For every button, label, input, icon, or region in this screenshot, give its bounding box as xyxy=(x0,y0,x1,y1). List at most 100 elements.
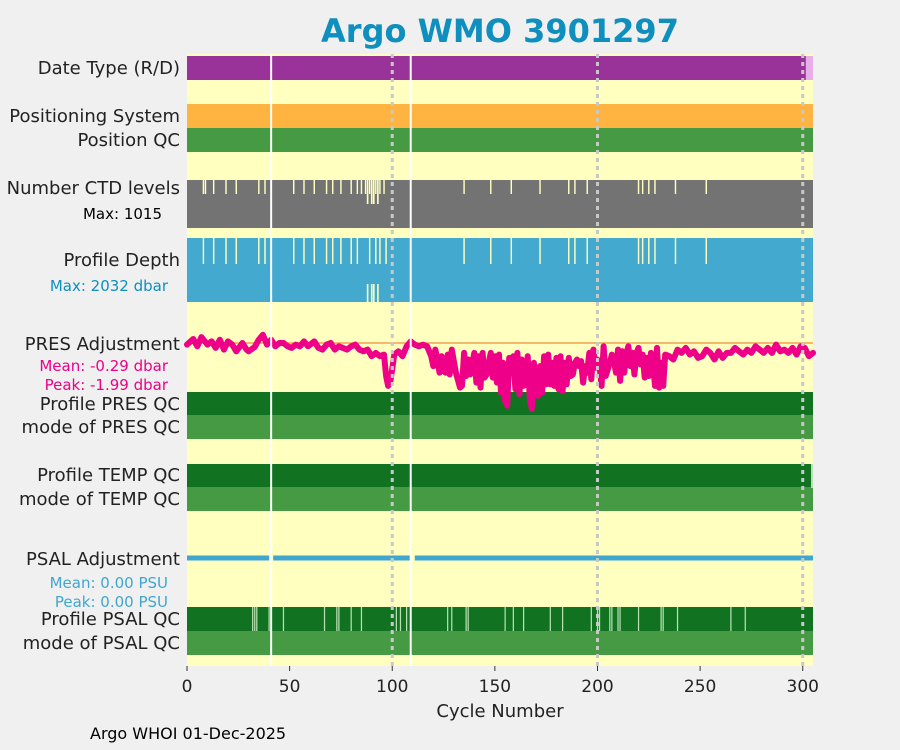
ctd-gap xyxy=(368,180,371,194)
row-label: Position QC xyxy=(77,130,180,151)
depth-gap xyxy=(637,238,640,264)
row-bar-3 xyxy=(187,180,813,228)
ctd-gap xyxy=(463,180,465,194)
psal-qc-gap xyxy=(609,607,611,631)
footer-text: Argo WHOI 01-Dec-2025 xyxy=(90,724,287,743)
depth-gap xyxy=(539,238,541,264)
psal-qc-gap xyxy=(447,607,449,631)
psal-qc-gap xyxy=(549,607,551,631)
ctd-max-note: Max: 1015 xyxy=(83,205,162,223)
psal-qc-gap xyxy=(637,607,640,631)
depth-gap xyxy=(264,238,266,264)
psal-qc-gap xyxy=(619,607,621,631)
ctd-gap xyxy=(705,180,707,194)
depth-gap xyxy=(490,238,492,264)
ctd-gap xyxy=(258,180,260,194)
psal-qc-gap xyxy=(512,607,514,631)
ctd-gap xyxy=(202,180,205,194)
psal-qc-gap xyxy=(399,607,402,631)
ctd-gap xyxy=(325,180,328,194)
ctd-gap xyxy=(490,180,492,194)
depth-gap xyxy=(510,238,513,264)
ctd-gap xyxy=(510,180,513,194)
psal-qc-gap xyxy=(660,607,662,631)
psal-qc-gap xyxy=(522,607,525,631)
depth-max-note: Max: 2032 dbar xyxy=(50,277,169,295)
row-bar-7 xyxy=(187,415,813,439)
pres-peak-text: Peak: -1.99 dbar xyxy=(45,376,169,394)
row-label: Number CTD levels xyxy=(7,178,180,199)
row-label: PRES Adjustment xyxy=(25,334,180,355)
depth-gap xyxy=(350,238,352,264)
psal-qc-gap xyxy=(598,607,601,631)
depth-gap xyxy=(654,238,656,264)
psal-qc-gap xyxy=(268,607,270,631)
ctd-gap xyxy=(641,180,644,194)
ctd-gap xyxy=(332,180,334,194)
x-tick-label: 300 xyxy=(787,677,819,697)
psal-qc-gap xyxy=(360,607,363,631)
pres-mean-text: Mean: -0.29 dbar xyxy=(39,357,169,375)
ctd-gap xyxy=(648,180,650,194)
ctd-gap xyxy=(586,180,588,194)
ctd-gap xyxy=(364,180,367,194)
ctd-gap xyxy=(637,180,640,194)
x-tick-label: 150 xyxy=(479,677,511,697)
row-bar-0 xyxy=(187,56,813,80)
ctd-partial xyxy=(377,180,379,204)
chart-title: Argo WMO 3901297 xyxy=(321,12,679,50)
depth-gap xyxy=(641,238,644,264)
ctd-partial xyxy=(372,180,375,204)
depth-gap xyxy=(293,238,295,264)
ctd-gap xyxy=(225,180,227,194)
psal-qc-gap xyxy=(323,607,326,631)
psal-qc-gap xyxy=(611,607,613,631)
psal-qc-gap xyxy=(676,607,679,631)
row-label: mode of PSAL QC xyxy=(23,633,180,654)
depth-gap xyxy=(586,238,588,264)
depth-gap xyxy=(202,238,205,264)
psal-qc-gap xyxy=(338,607,340,631)
psal-qc-gap xyxy=(282,607,285,631)
row-bar-12 xyxy=(187,631,813,655)
x-tick-label: 50 xyxy=(279,677,301,697)
psal-qc-gap xyxy=(254,607,256,631)
depth-gap xyxy=(258,238,260,264)
depth-gap xyxy=(375,238,377,264)
ctd-gap xyxy=(360,180,363,194)
row-bar-6 xyxy=(187,392,813,415)
temp-qc-end xyxy=(811,464,813,488)
depth-gap xyxy=(325,238,328,264)
row-bar-8 xyxy=(187,464,813,487)
depth-gap xyxy=(356,238,359,264)
ctd-gap xyxy=(313,180,315,194)
depth-partial xyxy=(372,284,375,302)
x-tick-label: 100 xyxy=(376,677,408,697)
psal-qc-gap xyxy=(596,607,599,631)
ctd-gap xyxy=(293,180,295,194)
ctd-gap xyxy=(350,180,352,194)
psal-qc-gap xyxy=(617,607,619,631)
psal-qc-gap xyxy=(256,607,258,631)
psal-adjustment-gap xyxy=(410,554,415,562)
depth-gap xyxy=(225,238,227,264)
depth-gap xyxy=(313,238,315,264)
row-label: mode of TEMP QC xyxy=(19,489,180,510)
ctd-gap xyxy=(574,180,576,194)
x-axis-label: Cycle Number xyxy=(436,701,564,722)
depth-gap xyxy=(705,238,707,264)
depth-gap xyxy=(674,238,677,264)
psal-peak-text: Peak: 0.00 PSU xyxy=(55,593,168,611)
depth-gap xyxy=(235,238,237,264)
depth-gap xyxy=(463,238,465,264)
depth-partial xyxy=(366,284,369,302)
ctd-partial xyxy=(370,180,373,204)
ctd-gap xyxy=(264,180,266,194)
psal-qc-gap xyxy=(561,607,564,631)
x-tick-label: 250 xyxy=(684,677,716,697)
row-label: mode of PRES QC xyxy=(22,417,180,438)
row-label: PSAL Adjustment xyxy=(26,549,180,570)
pres-adjustment-series xyxy=(184,331,816,412)
ctd-gap xyxy=(303,180,305,194)
